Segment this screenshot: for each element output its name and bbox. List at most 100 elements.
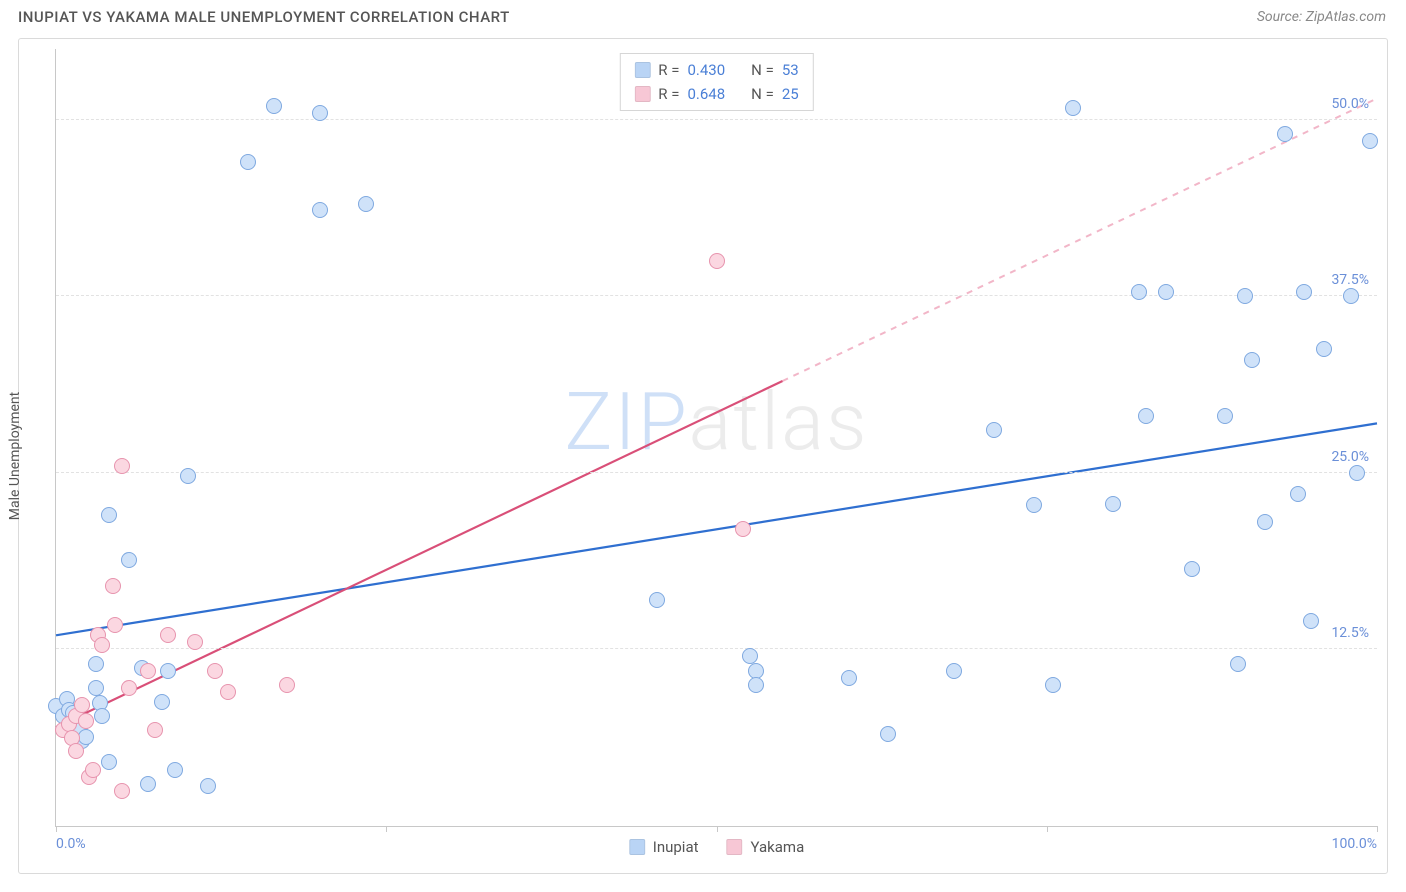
y-tick-label: 50.0% bbox=[1331, 96, 1369, 112]
n-label: N = bbox=[751, 58, 774, 82]
scatter-point bbox=[1105, 496, 1121, 512]
scatter-point bbox=[94, 708, 110, 724]
scatter-point bbox=[160, 663, 176, 679]
scatter-point bbox=[114, 458, 130, 474]
series-legend: Inupiat Yakama bbox=[629, 838, 805, 856]
correlation-legend: R = 0.430 N = 53 R = 0.648 N = 25 bbox=[619, 53, 813, 111]
n-label: N = bbox=[751, 82, 774, 106]
scatter-point bbox=[1138, 408, 1154, 424]
watermark: ZIPatlas bbox=[564, 375, 868, 469]
scatter-point bbox=[88, 656, 104, 672]
scatter-point bbox=[1026, 497, 1042, 513]
scatter-point bbox=[140, 776, 156, 792]
chart-title: INUPIAT VS YAKAMA MALE UNEMPLOYMENT CORR… bbox=[18, 8, 510, 26]
watermark-part1: ZIP bbox=[564, 375, 688, 469]
scatter-point bbox=[1349, 465, 1365, 481]
scatter-point bbox=[94, 637, 110, 653]
scatter-point bbox=[841, 670, 857, 686]
scatter-point bbox=[266, 98, 282, 114]
chart-container: Male Unemployment ZIPatlas R = 0.430 N =… bbox=[18, 38, 1388, 874]
scatter-point bbox=[154, 694, 170, 710]
scatter-point bbox=[78, 713, 94, 729]
r-label: R = bbox=[658, 58, 679, 82]
scatter-point bbox=[180, 468, 196, 484]
scatter-point bbox=[85, 762, 101, 778]
r-label: R = bbox=[658, 82, 679, 106]
source-attribution: Source: ZipAtlas.com bbox=[1257, 9, 1386, 25]
scatter-point bbox=[1184, 561, 1200, 577]
plot-area: ZIPatlas R = 0.430 N = 53 R = 0.648 N = … bbox=[55, 49, 1377, 827]
scatter-point bbox=[147, 722, 163, 738]
x-tick-label: 0.0% bbox=[56, 836, 86, 852]
n-value-inupiat: 53 bbox=[782, 58, 799, 82]
legend-swatch-icon bbox=[629, 839, 645, 855]
scatter-point bbox=[101, 754, 117, 770]
gridline-h bbox=[56, 119, 1377, 120]
scatter-point bbox=[312, 105, 328, 121]
scatter-point bbox=[279, 677, 295, 693]
scatter-point bbox=[78, 729, 94, 745]
scatter-point bbox=[1316, 341, 1332, 357]
y-tick-label: 37.5% bbox=[1331, 272, 1369, 288]
legend-label: Yakama bbox=[751, 838, 805, 856]
scatter-point bbox=[1290, 486, 1306, 502]
scatter-point bbox=[1045, 677, 1061, 693]
scatter-point bbox=[358, 196, 374, 212]
scatter-point bbox=[1244, 352, 1260, 368]
scatter-point bbox=[88, 680, 104, 696]
scatter-point bbox=[1257, 514, 1273, 530]
correlation-legend-row: R = 0.648 N = 25 bbox=[634, 82, 798, 106]
legend-swatch-icon bbox=[727, 839, 743, 855]
scatter-point bbox=[121, 552, 137, 568]
scatter-point bbox=[187, 634, 203, 650]
scatter-point bbox=[101, 507, 117, 523]
x-tick bbox=[386, 826, 387, 832]
gridline-h bbox=[56, 648, 1377, 649]
legend-item: Inupiat bbox=[629, 838, 699, 856]
y-tick-label: 25.0% bbox=[1331, 449, 1369, 465]
scatter-point bbox=[1343, 288, 1359, 304]
scatter-point bbox=[709, 253, 725, 269]
x-tick-label: 100.0% bbox=[1332, 836, 1377, 852]
scatter-point bbox=[105, 578, 121, 594]
scatter-point bbox=[1237, 288, 1253, 304]
scatter-point bbox=[1217, 408, 1233, 424]
scatter-point bbox=[1277, 126, 1293, 142]
scatter-point bbox=[160, 627, 176, 643]
gridline-h bbox=[56, 472, 1377, 473]
x-tick bbox=[717, 826, 718, 832]
n-value-yakama: 25 bbox=[782, 82, 799, 106]
scatter-point bbox=[1303, 613, 1319, 629]
scatter-point bbox=[74, 697, 90, 713]
scatter-point bbox=[68, 743, 84, 759]
x-tick bbox=[56, 826, 57, 832]
legend-swatch-yakama bbox=[634, 86, 650, 102]
scatter-point bbox=[1065, 100, 1081, 116]
scatter-point bbox=[986, 422, 1002, 438]
scatter-point bbox=[1296, 284, 1312, 300]
watermark-part2: atlas bbox=[689, 375, 869, 469]
scatter-point bbox=[1131, 284, 1147, 300]
x-tick bbox=[1047, 826, 1048, 832]
scatter-point bbox=[107, 617, 123, 633]
scatter-point bbox=[207, 663, 223, 679]
scatter-point bbox=[312, 202, 328, 218]
scatter-point bbox=[1230, 656, 1246, 672]
scatter-point bbox=[649, 592, 665, 608]
legend-swatch-inupiat bbox=[634, 62, 650, 78]
legend-label: Inupiat bbox=[653, 838, 699, 856]
scatter-point bbox=[121, 680, 137, 696]
scatter-point bbox=[140, 663, 156, 679]
scatter-point bbox=[1158, 284, 1174, 300]
scatter-point bbox=[167, 762, 183, 778]
trend-line bbox=[56, 423, 1377, 635]
scatter-point bbox=[880, 726, 896, 742]
scatter-point bbox=[1362, 133, 1378, 149]
scatter-point bbox=[220, 684, 236, 700]
r-value-inupiat: 0.430 bbox=[687, 58, 725, 82]
scatter-point bbox=[200, 778, 216, 794]
scatter-point bbox=[114, 783, 130, 799]
scatter-point bbox=[946, 663, 962, 679]
y-tick-label: 12.5% bbox=[1331, 625, 1369, 641]
correlation-legend-row: R = 0.430 N = 53 bbox=[634, 58, 798, 82]
